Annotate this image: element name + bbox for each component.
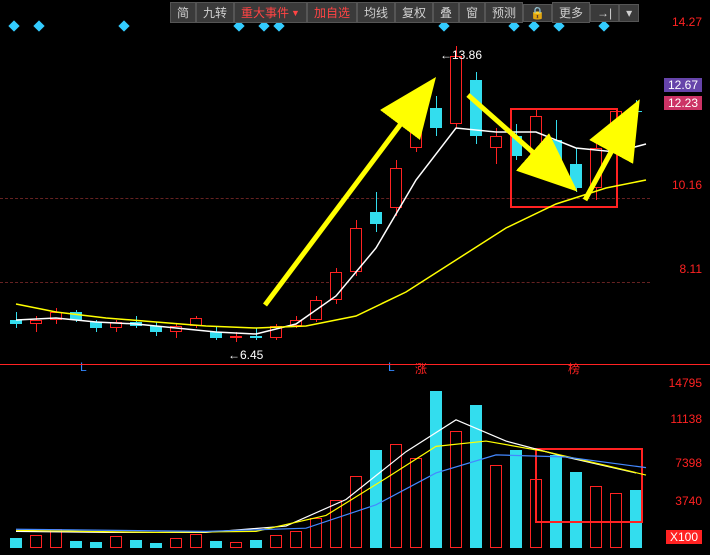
- candle: [270, 326, 282, 338]
- candle: [330, 272, 342, 300]
- volume-bar: [330, 500, 342, 548]
- volume-bar: [190, 534, 202, 548]
- toolbar-btn[interactable]: 加自选: [307, 2, 357, 23]
- candle: [370, 212, 382, 224]
- volume-bar: [270, 535, 282, 548]
- volume-bar: [90, 542, 102, 548]
- price-annotation: ←6.45: [228, 348, 263, 362]
- candle: [110, 322, 122, 328]
- marker-diamond: [118, 20, 129, 31]
- volume-bar: [130, 540, 142, 549]
- candle: [70, 312, 82, 320]
- volume-bar: [290, 531, 302, 548]
- candle: [250, 336, 262, 338]
- candle: [470, 80, 482, 136]
- volume-bar: [150, 543, 162, 548]
- toolbar-btn[interactable]: 复权: [395, 2, 433, 23]
- volume-bar: [230, 542, 242, 548]
- candle: [10, 320, 22, 324]
- volume-bar: [490, 465, 502, 548]
- toolbar-btn[interactable]: 窗: [459, 2, 485, 23]
- volume-y-label: 3740: [675, 494, 702, 508]
- toolbar: 简九转重大事件▼加自选均线复权叠窗预测🔒更多→|▾: [170, 2, 639, 23]
- volume-bar: [50, 529, 62, 548]
- toolbar-btn[interactable]: 更多: [552, 2, 590, 23]
- candle: [450, 56, 462, 124]
- toolbar-btn[interactable]: 预测: [485, 2, 523, 23]
- volume-bar: [70, 541, 82, 548]
- candle: [130, 322, 142, 326]
- volume-bar: [350, 476, 362, 548]
- candle: [630, 111, 642, 112]
- volume-y-label: 7398: [675, 456, 702, 470]
- toolbar-btn[interactable]: 重大事件▼: [234, 2, 307, 23]
- candle: [410, 124, 422, 148]
- volume-bar: [410, 458, 422, 548]
- volume-bar: [450, 431, 462, 548]
- toolbar-btn[interactable]: 🔒: [523, 4, 552, 22]
- toolbar-btn[interactable]: 叠: [433, 2, 459, 23]
- price-annotation: ←13.86: [440, 48, 482, 62]
- volume-bar: [110, 536, 122, 548]
- candle: [150, 326, 162, 332]
- price-y-label: 8.11: [680, 262, 702, 276]
- candle-wick: [256, 328, 257, 340]
- volume-bar: [370, 450, 382, 548]
- volume-y-label: 11138: [670, 412, 702, 426]
- volume-bar: [430, 391, 442, 548]
- toolbar-btn[interactable]: 九转: [196, 2, 234, 23]
- chart-divider: [0, 364, 710, 365]
- toolbar-btn[interactable]: 均线: [357, 2, 395, 23]
- candle: [310, 300, 322, 320]
- volume-bar: [250, 540, 262, 549]
- candle: [430, 108, 442, 128]
- candle: [210, 332, 222, 338]
- volume-bar: [10, 538, 22, 548]
- candle: [290, 320, 302, 326]
- price-y-label: 12.23: [664, 96, 702, 110]
- candle: [190, 318, 202, 326]
- candle: [170, 326, 182, 332]
- volume-bar: [510, 450, 522, 548]
- candle: [90, 322, 102, 328]
- candle-wick: [36, 316, 37, 332]
- toolbar-btn[interactable]: ▾: [619, 4, 639, 22]
- volume-bar: [170, 538, 182, 548]
- volume-bar: [390, 444, 402, 548]
- candle: [490, 136, 502, 148]
- volume-x100-label: X100: [666, 530, 702, 544]
- candle: [50, 312, 62, 320]
- candle: [230, 336, 242, 338]
- gridline: [0, 282, 650, 283]
- volume-bar: [30, 535, 42, 548]
- highlight-box: [510, 108, 618, 208]
- toolbar-btn[interactable]: →|: [590, 4, 619, 22]
- candle: [30, 320, 42, 324]
- volume-bar: [470, 405, 482, 548]
- price-y-label: 12.67: [664, 78, 702, 92]
- candle: [390, 168, 402, 208]
- marker-diamond: [8, 20, 19, 31]
- highlight-box: [535, 448, 643, 523]
- volume-y-label: 14795: [669, 376, 702, 390]
- price-y-label: 10.16: [672, 178, 702, 192]
- price-y-label: 14.27: [672, 15, 702, 29]
- volume-bar: [310, 518, 322, 548]
- marker-diamond: [33, 20, 44, 31]
- toolbar-btn[interactable]: 简: [170, 2, 196, 23]
- volume-bar: [210, 541, 222, 548]
- candle: [350, 228, 362, 272]
